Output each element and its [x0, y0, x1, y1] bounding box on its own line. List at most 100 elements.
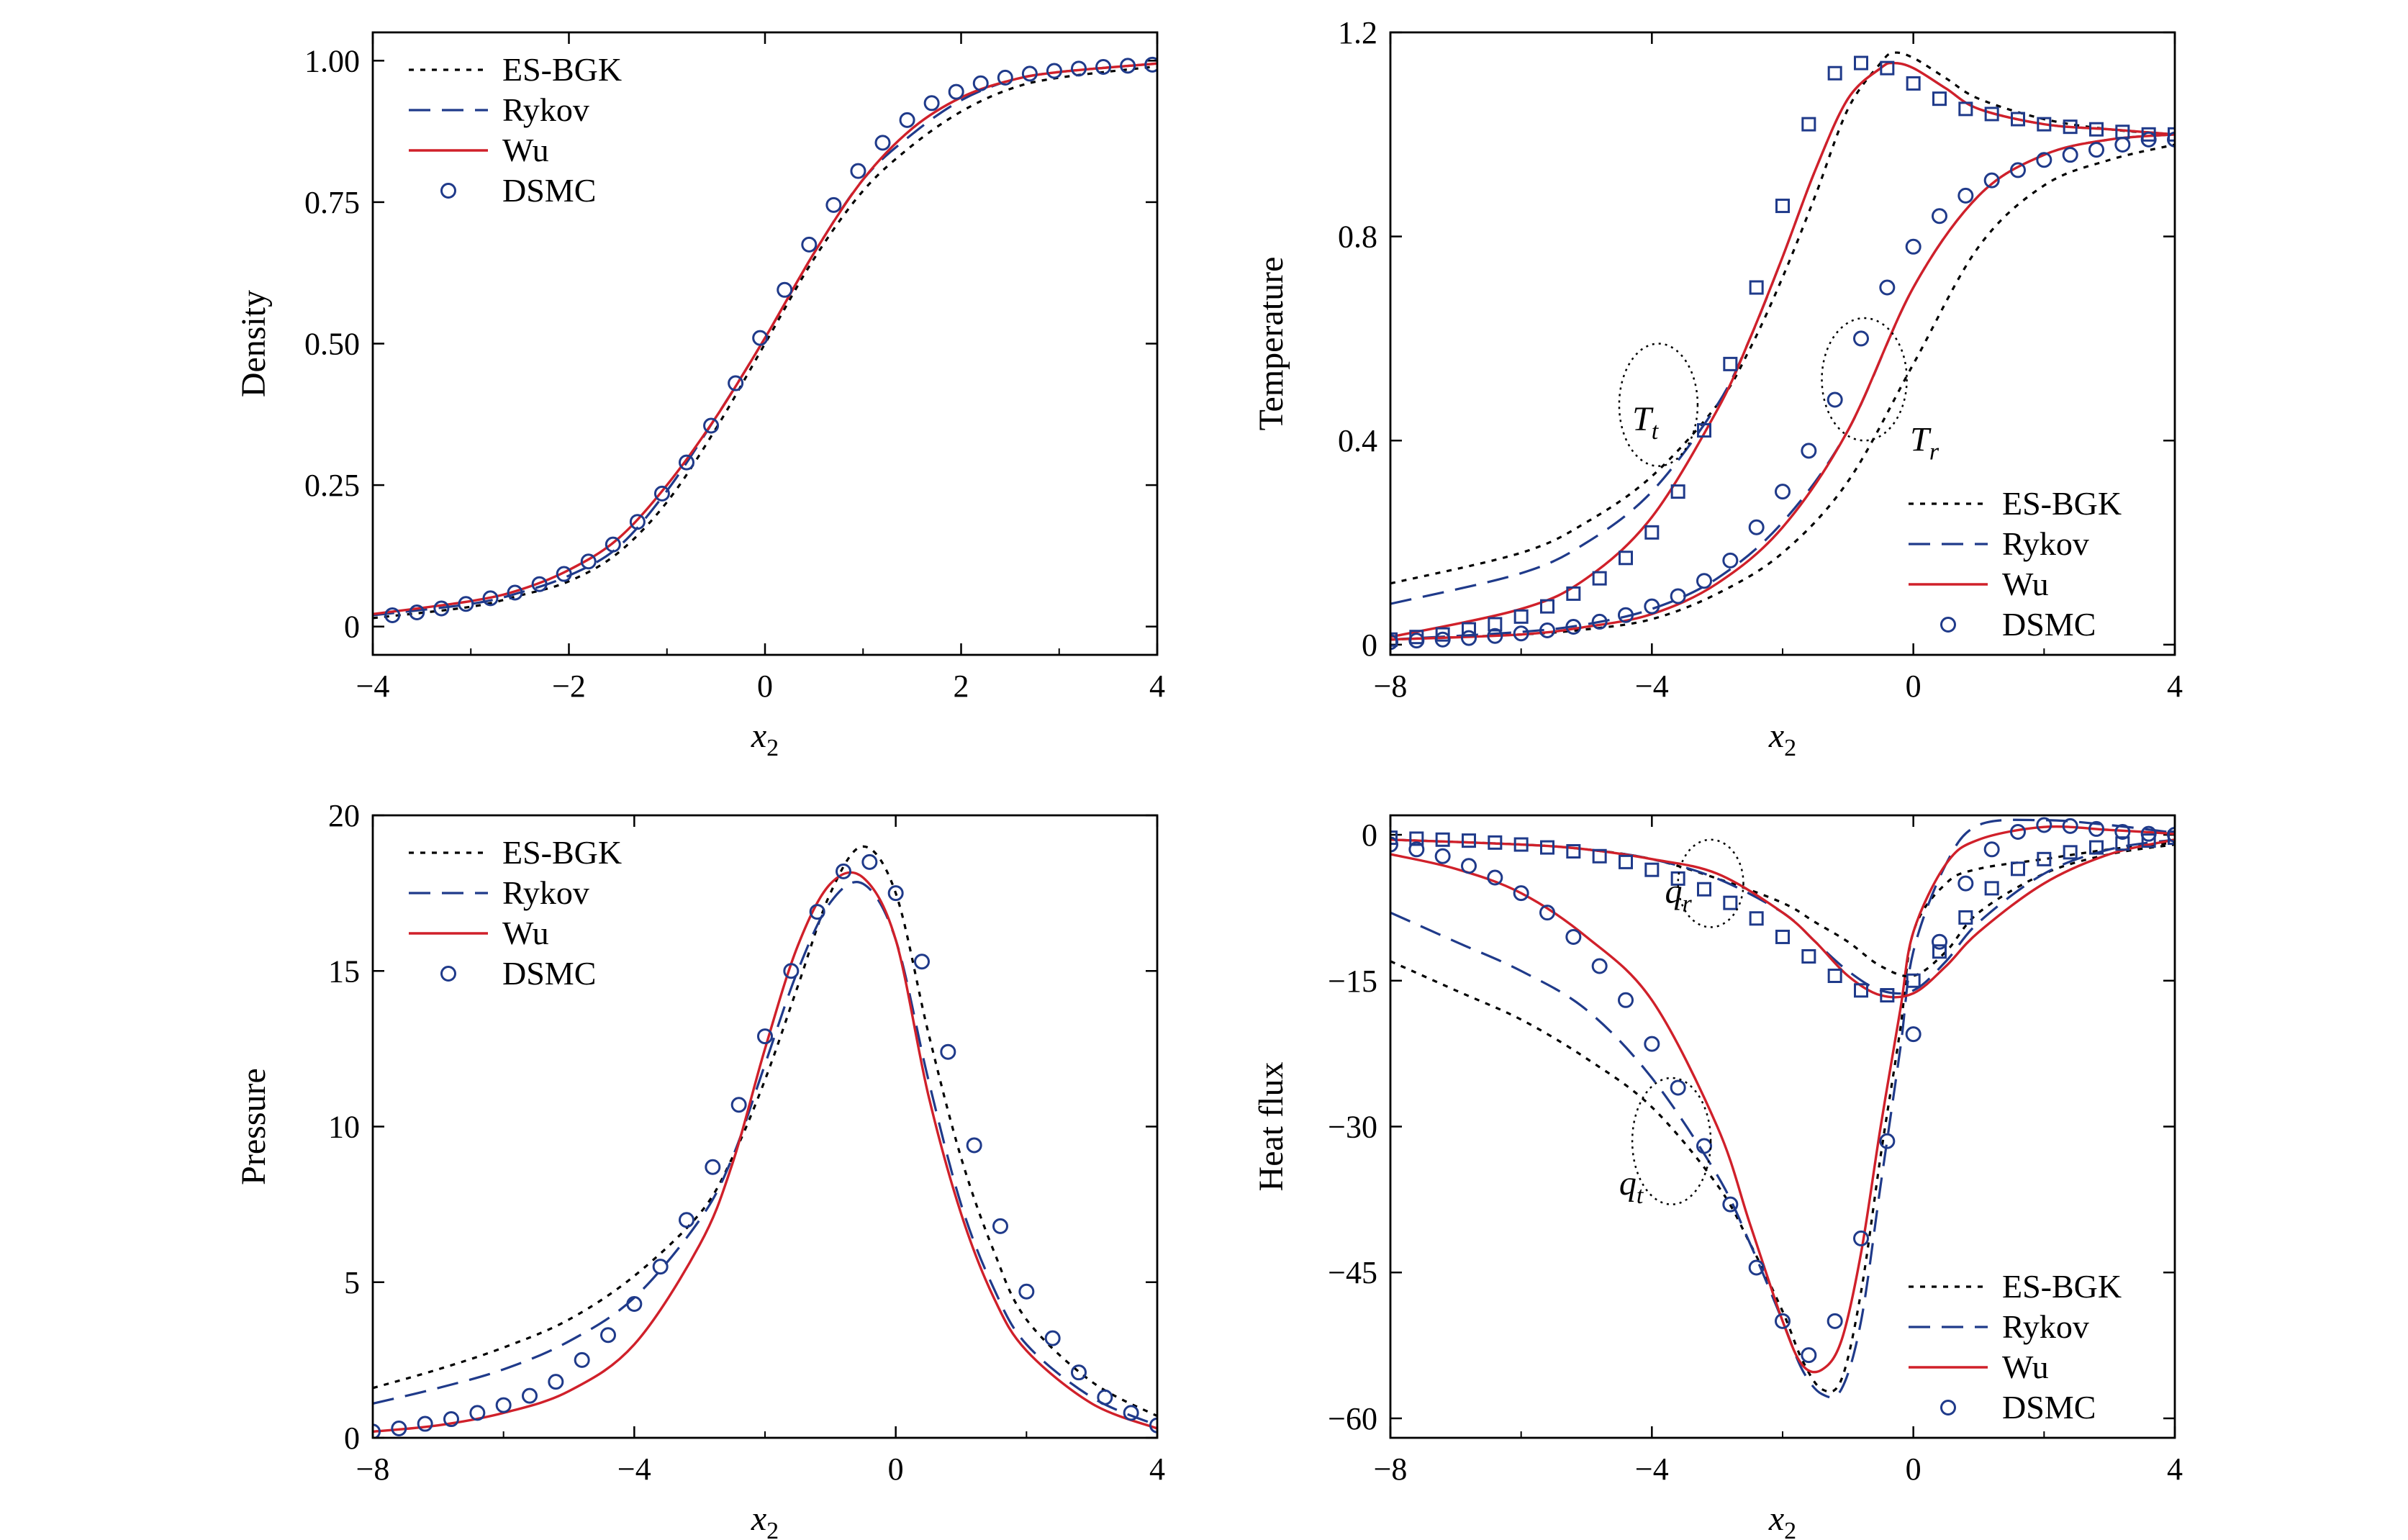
y-tick-label: 0: [344, 610, 360, 645]
dsmc-square-marker: [1827, 969, 1842, 984]
dsmc-circle-marker: [2167, 827, 2175, 843]
dsmc-circle-marker: [703, 417, 720, 434]
legend-label: Rykov: [2002, 525, 2089, 562]
y-tick-label: 0: [344, 1421, 360, 1456]
dsmc-circle-marker: [1565, 928, 1582, 945]
dsmc-circle-marker: [2114, 823, 2131, 840]
dsmc-circle-marker: [850, 163, 866, 179]
dsmc-circle-marker: [861, 853, 878, 870]
dsmc-circle-marker: [1618, 992, 1634, 1008]
dsmc-circle-marker: [1046, 63, 1062, 79]
dsmc-circle-marker: [522, 1387, 538, 1404]
dsmc-circle-marker: [1722, 1196, 1739, 1213]
x-tick-label: −4: [1635, 1451, 1669, 1487]
dsmc-square-marker: [2011, 861, 2025, 877]
rykov-series-line: [1390, 838, 2175, 995]
dsmc-square-marker: [1435, 832, 1450, 847]
x-tick-label: −8: [1374, 669, 1408, 704]
dsmc-circle-marker: [1879, 1133, 1896, 1149]
heat-flux-panel: −8 −4 0 4 0 −15 −30 −45 −60 qr qt x2 Heat flux ES-BGK…: [1252, 814, 2183, 1540]
dsmc-circle-marker: [443, 1411, 459, 1428]
plot-area: [373, 845, 1157, 1438]
dsmc-square-marker: [1723, 895, 1738, 910]
dsmc-circle-marker: [966, 1137, 982, 1154]
y-tick-label: 0: [1362, 628, 1377, 663]
dsmc-square-marker: [1592, 848, 1607, 864]
dsmc-circle-marker: [1539, 905, 1555, 921]
dsmc-circle-marker: [914, 954, 930, 970]
dsmc-circle-marker: [948, 83, 964, 100]
legend-label: Rykov: [2002, 1308, 2089, 1345]
dsmc-circle-marker: [923, 95, 940, 112]
legend-label: Wu: [502, 915, 549, 951]
annotation-label: Tt: [1632, 400, 1660, 445]
dsmc-square-marker: [1513, 837, 1529, 852]
dsmc-square-marker: [1906, 76, 1921, 91]
rykov-series-line: [1390, 61, 2175, 605]
y-tick-label: 5: [344, 1265, 360, 1300]
es-bgk-series-line: [373, 845, 1157, 1418]
density-panel: −4 −2 0 2 4 0 0.25 0.50 0.75 1.00 x2 Density ES-BGKR…: [235, 31, 1165, 761]
dsmc-circle-marker: [1905, 1026, 1922, 1043]
x-tick-label: −2: [552, 669, 586, 704]
dsmc-circle-marker: [1539, 622, 1555, 638]
y-tick-label: 10: [328, 1110, 360, 1145]
dsmc-circle-marker: [1044, 1330, 1061, 1346]
dsmc-circle-marker: [507, 584, 523, 601]
dsmc-circle-marker: [531, 576, 548, 592]
dsmc-circle-marker: [626, 1296, 643, 1313]
es-bgk-series-line: [1390, 841, 2175, 1393]
dsmc-square-marker: [1801, 117, 1816, 132]
dsmc-square-marker: [1749, 911, 1764, 926]
y-axis-title: Heat flux: [1252, 1062, 1290, 1192]
dsmc-circle-marker: [940, 1043, 956, 1060]
wu-series-line: [1390, 61, 2175, 638]
dsmc-square-marker: [1592, 571, 1607, 586]
y-tick-label: −30: [1328, 1110, 1377, 1145]
dsmc-square-marker: [2011, 112, 2025, 127]
legend-label: DSMC: [2002, 1389, 2096, 1426]
x-tick-label: 4: [1149, 669, 1165, 704]
annotation-label: qr: [1665, 873, 1693, 918]
dsmc-circle-marker: [1513, 885, 1529, 902]
x-tick-label: −4: [617, 1451, 651, 1487]
dsmc-square-marker: [2063, 119, 2078, 135]
x-tick-label: 0: [757, 669, 773, 704]
dsmc-circle-marker: [1827, 1313, 1843, 1329]
dsmc-circle-marker: [1434, 848, 1451, 864]
dsmc-circle-marker: [653, 485, 670, 502]
dsmc-square-marker: [2037, 851, 2052, 866]
dsmc-circle-marker: [458, 596, 474, 612]
dsmc-square-marker: [2037, 117, 2052, 132]
dsmc-square-marker: [1932, 91, 1947, 107]
dsmc-square-marker: [1540, 599, 1554, 614]
dsmc-circle-marker: [1390, 836, 1398, 853]
dsmc-circle-marker: [1591, 613, 1608, 630]
x-tick-label: 0: [888, 1451, 904, 1487]
dsmc-square-marker: [1880, 988, 1895, 1003]
dsmc-square-marker: [1958, 101, 1973, 117]
dsmc-circle-marker: [482, 590, 499, 607]
dsmc-square-marker: [1932, 944, 1947, 959]
dsmc-square-marker: [1670, 484, 1685, 499]
y-tick-label: 15: [328, 954, 360, 989]
dsmc-circle-marker: [1018, 1283, 1035, 1300]
dsmc-square-marker: [1775, 199, 1790, 214]
dsmc-circle-marker: [373, 1423, 381, 1438]
dsmc-circle-marker: [2010, 162, 2026, 178]
dsmc-circle-marker: [1591, 958, 1608, 974]
y-tick-label: 0.4: [1338, 423, 1377, 458]
dsmc-circle-marker: [580, 553, 597, 570]
dsmc-circle-marker: [2088, 820, 2104, 837]
dsmc-circle-marker: [2036, 817, 2052, 833]
legend-label: Wu: [502, 132, 549, 168]
dsmc-circle-marker: [1775, 484, 1791, 500]
y-axis-title: Density: [235, 290, 273, 397]
y-tick-label: 0: [1362, 817, 1377, 853]
dsmc-circle-marker: [1905, 238, 1922, 255]
dsmc-square-marker: [2063, 845, 2078, 860]
legend-label: Wu: [2002, 1349, 2049, 1385]
rykov-series-line: [373, 881, 1157, 1427]
